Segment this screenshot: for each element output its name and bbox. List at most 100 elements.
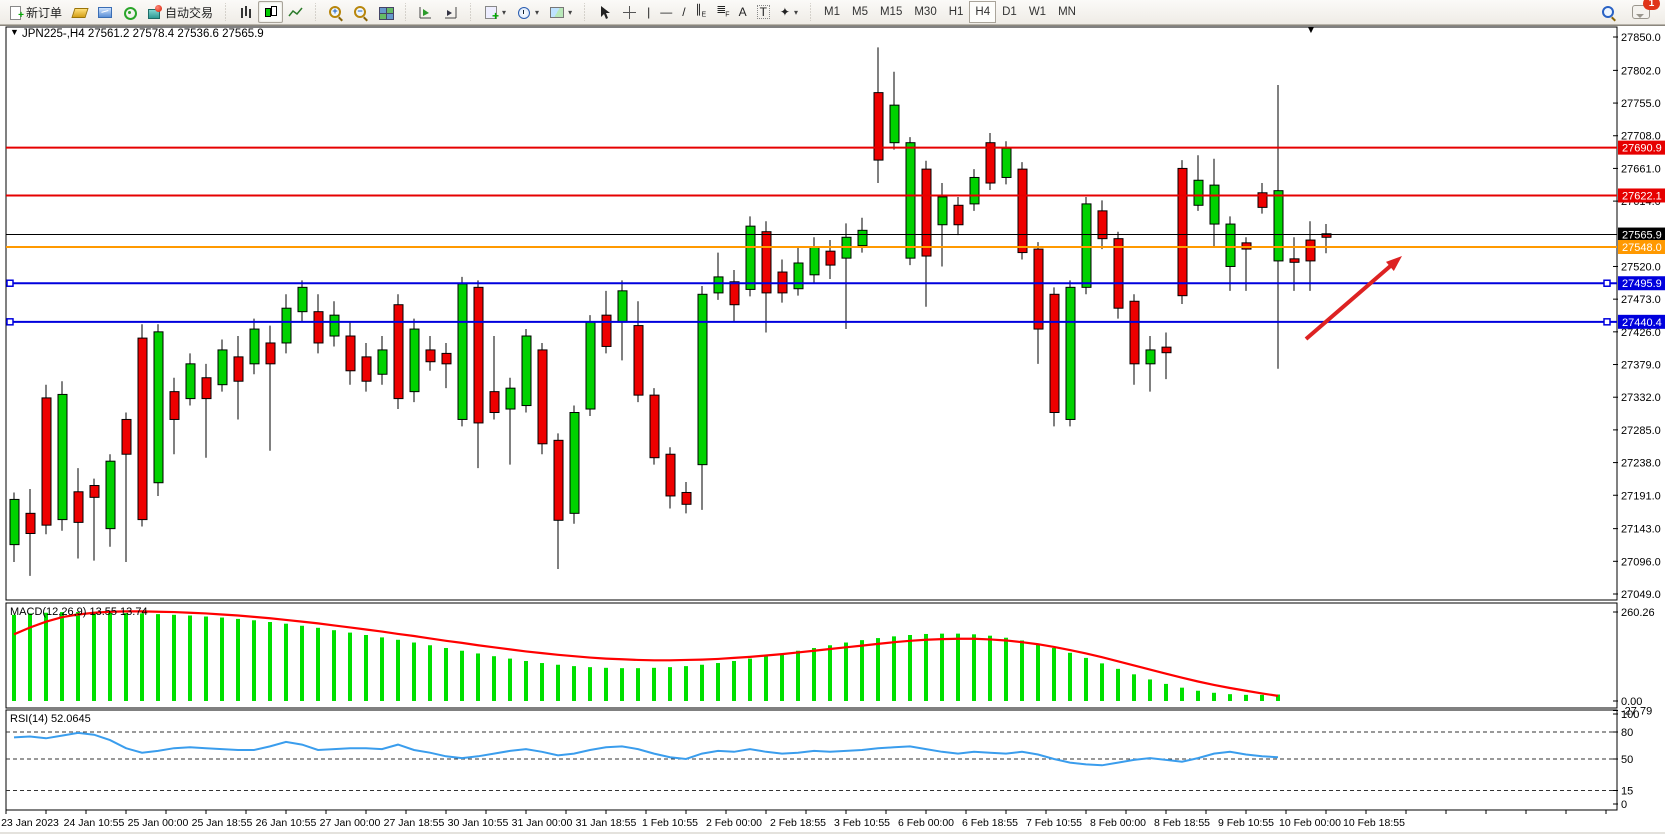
candle-body <box>761 231 772 294</box>
annotation-arrow <box>1304 263 1393 341</box>
price-tag-label: 27548.0 <box>1622 242 1662 254</box>
time-axis-label: 25 Jan 00:00 <box>128 817 189 829</box>
annotation-arrowhead[interactable] <box>1385 256 1402 272</box>
chart-canvas[interactable]: 27850.027802.027755.027708.027661.027614… <box>0 25 1665 834</box>
tile-windows-icon <box>378 5 395 20</box>
tile-windows-button[interactable] <box>373 1 398 23</box>
notifications-button[interactable]: 1 <box>1627 0 1660 23</box>
price-tag-label: 27495.9 <box>1622 278 1662 290</box>
candle-body <box>1289 258 1300 263</box>
chart-shift-button[interactable] <box>438 1 463 23</box>
fibonacci-icon: ≣F <box>716 1 729 19</box>
macd-histogram-bar <box>12 614 16 701</box>
macd-histogram-bar <box>348 632 352 701</box>
new-order-button[interactable]: + 新订单 <box>3 1 67 23</box>
timeframe-w1[interactable]: W1 <box>1028 6 1047 18</box>
top-marker-icon: ▼ <box>1306 25 1316 36</box>
line-handle[interactable] <box>1603 318 1611 326</box>
timeframe-d1[interactable]: D1 <box>1002 6 1017 18</box>
channel-tool[interactable]: ∥E <box>691 1 712 23</box>
price-tag <box>1618 188 1665 203</box>
timeframe-m15[interactable]: M15 <box>879 6 903 18</box>
time-axis-label: 27 Jan 00:00 <box>320 817 381 829</box>
clock-icon <box>516 5 531 20</box>
label-tool[interactable]: T <box>752 1 775 23</box>
timeframe-mn[interactable]: MN <box>1058 6 1076 18</box>
macd-histogram-bar <box>60 612 64 701</box>
candle-body <box>377 349 388 375</box>
macd-histogram-bar <box>156 614 160 701</box>
price-tag <box>1618 240 1665 255</box>
trendline-tool[interactable]: / <box>677 1 690 23</box>
macd-histogram-bar <box>892 636 896 701</box>
toolbar-handle <box>403 3 409 21</box>
timeframe-h1[interactable]: H1 <box>948 6 964 18</box>
candle-body <box>1193 179 1204 206</box>
timeframe-m5[interactable]: M5 <box>851 6 868 18</box>
search-button[interactable] <box>1596 1 1621 23</box>
gold-button[interactable] <box>67 1 92 23</box>
candle-body <box>937 196 948 226</box>
arrows-tool[interactable]: ✦ ▾ <box>775 1 803 23</box>
line-handle[interactable] <box>6 279 14 287</box>
macd-histogram-bar <box>460 650 464 701</box>
macd-histogram-bar <box>908 634 912 701</box>
auto-scroll-icon <box>418 5 433 20</box>
macd-histogram-bar <box>1260 694 1264 701</box>
candle-body <box>441 352 452 365</box>
indicators-button[interactable]: + ▾ <box>478 1 511 23</box>
horizontal-line-tool[interactable]: — <box>655 1 677 23</box>
timeframe-h4[interactable]: H4 <box>969 1 997 23</box>
macd-histogram-bar <box>236 618 240 701</box>
candle-body <box>393 304 404 400</box>
candle-body <box>729 281 740 306</box>
macd-histogram-bar <box>780 653 784 701</box>
text-tool[interactable]: A <box>734 1 752 23</box>
chart-shift-icon <box>443 5 458 20</box>
line-handle[interactable] <box>1603 279 1611 287</box>
zoom-in-button[interactable]: + <box>323 1 348 23</box>
cursor-tool-button[interactable] <box>592 1 617 23</box>
timeframe-m1[interactable]: M1 <box>824 6 840 18</box>
panel-border <box>5 709 1618 811</box>
time-axis-label: 7 Feb 10:55 <box>1026 817 1082 829</box>
candle-body <box>1257 192 1268 208</box>
chart-candles-button[interactable] <box>258 1 284 23</box>
macd-histogram-bar <box>1100 663 1104 701</box>
templates-button[interactable]: ▾ <box>544 1 577 23</box>
candle-body <box>1145 349 1156 365</box>
chart-bars-button[interactable] <box>233 1 258 23</box>
candle-body <box>105 460 116 530</box>
time-axis-label: 10 Feb 00:00 <box>1279 817 1341 829</box>
chart-background <box>0 25 1665 834</box>
time-axis-label: 2 Feb 18:55 <box>770 817 826 829</box>
macd-histogram-bar <box>1052 647 1056 701</box>
candle-body <box>665 453 676 497</box>
fibonacci-tool[interactable]: ≣F <box>711 1 733 23</box>
macd-histogram-bar <box>972 634 976 701</box>
rsi-label: RSI(14) 52.0645 <box>10 713 91 725</box>
timeframe-m30[interactable]: M30 <box>914 6 937 18</box>
auto-trading-button[interactable]: 自动交易 <box>142 1 218 23</box>
candle-body <box>1113 238 1124 309</box>
line-handle[interactable] <box>6 318 14 326</box>
market-watch-button[interactable] <box>92 1 117 23</box>
periods-button[interactable]: ▾ <box>511 1 544 23</box>
candle-body <box>713 276 724 294</box>
time-axis-label: 8 Feb 00:00 <box>1090 817 1146 829</box>
chart-window[interactable]: 27850.027802.027755.027708.027661.027614… <box>0 25 1665 839</box>
crosshair-tool-button[interactable] <box>617 1 642 23</box>
time-axis-label: 9 Feb 10:55 <box>1218 817 1274 829</box>
price-axis-label: 27520.0 <box>1621 261 1661 273</box>
zoom-out-button[interactable]: − <box>348 1 373 23</box>
candle-body <box>153 331 164 484</box>
notification-badge: 1 <box>1643 0 1660 10</box>
symbol-ohlc-label: JPN225-,H4 27561.2 27578.4 27536.6 27565… <box>22 28 264 40</box>
dropdown-caret-icon: ▾ <box>568 7 573 17</box>
macd-histogram-bar <box>492 656 496 701</box>
vertical-line-tool[interactable]: | <box>642 1 655 23</box>
price-tag-label: 27565.9 <box>1622 230 1662 242</box>
signal-button[interactable] <box>117 1 142 23</box>
chart-line-button[interactable] <box>283 1 308 23</box>
auto-scroll-button[interactable] <box>413 1 438 23</box>
